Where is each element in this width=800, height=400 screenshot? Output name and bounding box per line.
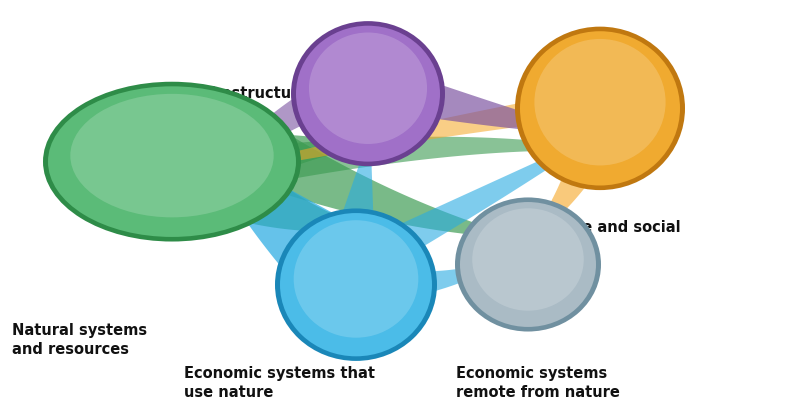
Polygon shape [131,105,357,232]
Ellipse shape [70,94,274,217]
Polygon shape [338,148,374,230]
Ellipse shape [455,198,601,332]
Text: Natural systems
and resources: Natural systems and resources [12,323,147,358]
Ellipse shape [296,26,440,162]
Polygon shape [157,135,346,218]
Text: Infrastructure and
buildings: Infrastructure and buildings [192,86,344,120]
Ellipse shape [280,213,432,356]
Ellipse shape [48,86,296,237]
Polygon shape [207,79,341,186]
Polygon shape [206,144,346,278]
Ellipse shape [515,27,685,190]
Polygon shape [394,262,495,299]
Ellipse shape [294,220,418,338]
Polygon shape [230,118,495,237]
Text: Economic systems that
use nature: Economic systems that use nature [184,366,375,400]
Text: People and social
system: People and social system [536,220,681,255]
Ellipse shape [309,32,427,144]
Polygon shape [533,141,609,235]
Polygon shape [398,74,577,134]
Ellipse shape [43,82,301,242]
Text: Economic systems
remote from nature: Economic systems remote from nature [456,366,620,400]
Ellipse shape [291,21,445,166]
Polygon shape [378,144,578,263]
Ellipse shape [534,39,666,166]
Ellipse shape [520,31,680,186]
Polygon shape [230,137,560,189]
Ellipse shape [472,208,584,311]
Ellipse shape [460,202,596,327]
Polygon shape [234,96,562,172]
Ellipse shape [275,208,437,361]
